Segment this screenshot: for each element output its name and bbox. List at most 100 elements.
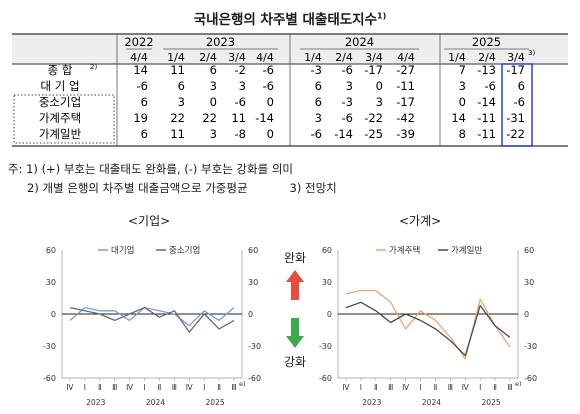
forecast-note: e): [239, 380, 246, 388]
table-row: 중소기업 6 3 0 -6 0 6 -3 3 -17 0 -14 -6: [39, 95, 525, 109]
table-cell: -17: [364, 63, 383, 77]
footnotes: 주: 1) (+) 부호는 대출태도 완화를, (-) 부호는 강화를 의미 2…: [8, 160, 337, 198]
footnote-line-2: 2) 개별 은행의 차주별 대출금액으로 가중평균 3) 전망치: [8, 179, 337, 198]
x-tick-label: Ⅱ: [98, 383, 102, 392]
x-tick-label: Ⅲ: [507, 383, 512, 392]
table-cell: -6: [342, 63, 353, 77]
table-quarter-label: 1/4: [448, 51, 466, 64]
table-cell: 11: [170, 127, 185, 141]
legend-label: 가계주택: [389, 245, 420, 256]
table-cell: 14: [451, 111, 466, 125]
y-tick-label-left: 30: [46, 278, 56, 287]
table-cell: 0: [267, 127, 274, 141]
table-cell: -8: [235, 127, 246, 141]
x-year-label: 2023: [86, 398, 105, 407]
table-row-label: 가계일반: [39, 127, 82, 141]
x-tick-label: Ⅳ: [186, 383, 193, 392]
table-cell: -6: [514, 95, 525, 109]
table-cell: 8: [459, 127, 466, 141]
table-quarter-label: 3/4: [507, 51, 525, 64]
table-cell: 3: [459, 79, 466, 93]
table-cell: 3: [210, 79, 217, 93]
y-tick-label-left: 60: [46, 246, 56, 255]
table-row-label: 대 기 업: [40, 79, 79, 93]
x-tick-label: Ⅲ: [172, 383, 177, 392]
table-cell: -3: [311, 63, 322, 77]
x-tick-label: Ⅱ: [434, 383, 438, 392]
table-quarter-label: 2/4: [478, 51, 496, 64]
y-tick-label-right: -30: [524, 342, 537, 351]
table-quarter-label: 2/4: [335, 51, 353, 64]
y-tick-label-left: 30: [322, 278, 332, 287]
table-cell: -6: [485, 79, 496, 93]
table-cell: -6: [235, 95, 246, 109]
table-cell: 6: [210, 63, 217, 77]
table-cell: 0: [267, 95, 274, 109]
table-cell: -39: [396, 127, 415, 141]
x-year-label: 2024: [422, 398, 441, 407]
corporate-chart-title: <기업>: [128, 214, 171, 228]
table-cell: -3: [342, 95, 353, 109]
tighten-label: 강화: [284, 355, 306, 369]
table-cell: -11: [396, 79, 415, 93]
y-tick-label-left: 0: [51, 310, 56, 319]
y-tick-label-right: -30: [248, 342, 261, 351]
y-tick-label-left: 60: [322, 246, 332, 255]
x-tick-label: Ⅱ: [493, 383, 497, 392]
x-tick-label: Ⅳ: [67, 383, 74, 392]
table-cell: 6: [141, 127, 148, 141]
x-tick-label: Ⅰ: [143, 383, 145, 392]
table-cell: 0: [376, 79, 383, 93]
table-year-label: 2022: [124, 35, 153, 49]
forecast-note: e): [515, 380, 522, 388]
table-cell: 19: [133, 111, 148, 125]
table-row-label: 가계주택: [39, 111, 81, 125]
table-cell: -14: [255, 111, 274, 125]
table-quarter-label: 4/4: [256, 51, 274, 64]
table-quarter-label: 3/4: [365, 51, 383, 64]
table-cell: -22: [506, 127, 525, 141]
table-cell: -2: [235, 63, 246, 77]
series-line-1: [69, 306, 235, 327]
table-cell: 3: [178, 95, 185, 109]
legend-label: 대기업: [111, 246, 134, 256]
x-tick-label: Ⅳ: [462, 383, 469, 392]
table-row: 종 합 2) 14 11 6 -2 -6 -3 -6 -17 -27 7 -13 -17: [48, 63, 525, 77]
y-tick-label-left: -60: [319, 374, 332, 383]
household-chart-title: <가계>: [399, 214, 442, 228]
y-tick-label-right: -60: [524, 374, 537, 383]
x-tick-label: Ⅰ: [479, 383, 481, 392]
table-cell: 6: [178, 79, 185, 93]
table-cell: -6: [137, 79, 148, 93]
table-row-label: 중소기업: [39, 95, 81, 109]
table-cell: 11: [231, 111, 246, 125]
table-cell: -17: [396, 95, 415, 109]
table-cell: -11: [477, 111, 496, 125]
footnote-3: 3) 전망치: [289, 181, 337, 195]
x-tick-label: Ⅰ: [419, 383, 421, 392]
y-tick-label-right: 30: [524, 278, 534, 287]
table-forecast-note: 3): [528, 49, 535, 57]
table-row: 가계주택 19 22 22 11 -14 3 -6 -22 -42 14 -11 -31: [39, 111, 525, 125]
y-tick-label-left: 0: [327, 310, 332, 319]
table-cell: 3: [210, 127, 217, 141]
x-tick-label: Ⅲ: [231, 383, 236, 392]
table-cell: 22: [170, 111, 185, 125]
legend-label: 가계일반: [451, 245, 482, 256]
page-title: 국내은행의 차주별 대출태도지수1): [0, 8, 580, 29]
table-cell: 3: [315, 111, 322, 125]
table-quarter-label: 4/4: [130, 51, 148, 64]
footnote-line-1: 주: 1) (+) 부호는 대출태도 완화를, (-) 부호는 강화를 의미: [8, 162, 293, 176]
table-cell: -42: [396, 111, 415, 125]
table-cell: -14: [334, 127, 353, 141]
table-cell: 6: [315, 79, 322, 93]
table-row-note: 2): [90, 63, 97, 71]
x-tick-label: Ⅲ: [388, 383, 393, 392]
table-cell: 6: [518, 79, 525, 93]
table-cell: 0: [459, 95, 466, 109]
table-cell: 7: [459, 63, 466, 77]
household-rows-highlight: [13, 94, 115, 144]
table-cell: 14: [133, 63, 148, 77]
table-quarter-label: 2/4: [199, 51, 217, 64]
x-tick-label: Ⅲ: [448, 383, 453, 392]
